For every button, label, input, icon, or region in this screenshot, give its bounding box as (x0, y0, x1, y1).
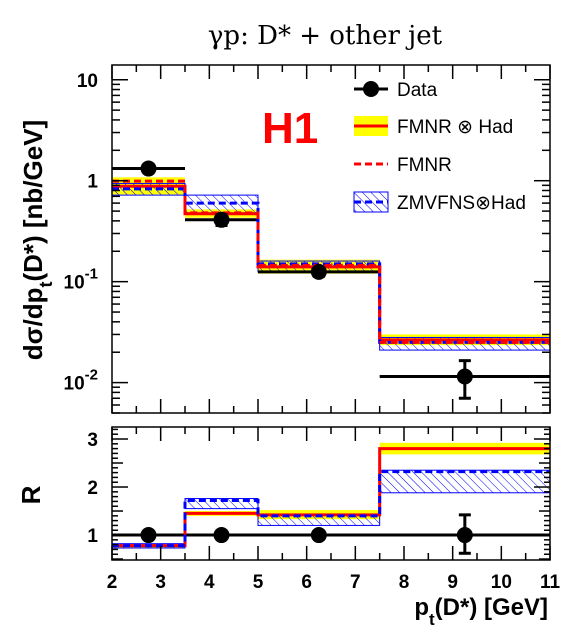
legend-label-1: FMNR ⊗ Had (397, 117, 513, 138)
x-tick-label-9: 11 (540, 572, 561, 593)
x-tick-label-5: 7 (350, 572, 361, 593)
ratio-panel: 1 2 3 2 3 4 5 6 7 8 9 10 11 (87, 426, 561, 593)
data-point-2 (310, 527, 327, 544)
x-tick-label-8: 10 (491, 572, 512, 593)
top-y-tick-label-1: 1 (87, 172, 98, 193)
top-y-axis-label: dσ/dpt(D*) [nb/GeV] (18, 120, 56, 360)
ratio-fmnr-line (112, 447, 550, 548)
legend-data-marker (363, 81, 379, 97)
ratio-plot-area (112, 442, 550, 555)
top-plot-area (112, 160, 550, 400)
data-point-1 (213, 527, 230, 544)
ratio-y-tick-label-2: 3 (87, 430, 98, 451)
ratio-zmvfns-band-3 (379, 469, 550, 494)
x-axis-label: pt(D*) [GeV] (414, 594, 548, 629)
data-point-0 (140, 160, 157, 177)
ratio-y-axis-label: R (16, 485, 46, 504)
legend-label-3: ZMVFNS⊗Had (397, 193, 526, 214)
chart-title: γp: D* + other jet (208, 21, 443, 51)
x-tick-label-6: 8 (399, 572, 410, 593)
x-tick-label-7: 9 (447, 572, 458, 593)
data-point-1 (213, 211, 230, 228)
top-y-tick-label-3: 10-2 (64, 367, 98, 395)
ratio-zmvfns-line (112, 470, 550, 548)
legend-label-2: FMNR (397, 155, 452, 176)
x-tick-label-3: 5 (253, 572, 264, 593)
data-point-3 (456, 368, 473, 385)
data-point-2 (310, 263, 327, 280)
x-tick-label-4: 6 (301, 572, 312, 593)
x-tick-label-0: 2 (107, 572, 118, 593)
top-y-tick-label-0: 10 (77, 71, 98, 92)
data-point-0 (140, 527, 157, 544)
ratio-y-tick-label-1: 2 (87, 478, 98, 499)
top-y-tick-label-2: 10-1 (64, 266, 98, 294)
h1-logo: H1 (262, 104, 318, 153)
fmnr-line (112, 179, 550, 344)
top-panel: 10 1 10-1 10-2 (64, 64, 551, 414)
x-tick-label-2: 4 (204, 572, 215, 593)
x-tick-label-1: 3 (155, 572, 166, 593)
data-point-3 (456, 527, 473, 544)
legend-label-0: Data (397, 80, 438, 101)
legend: Data FMNR ⊗ Had FMNR ZMVFNS⊗Had (353, 80, 526, 214)
ratio-y-tick-label-0: 1 (87, 526, 98, 547)
